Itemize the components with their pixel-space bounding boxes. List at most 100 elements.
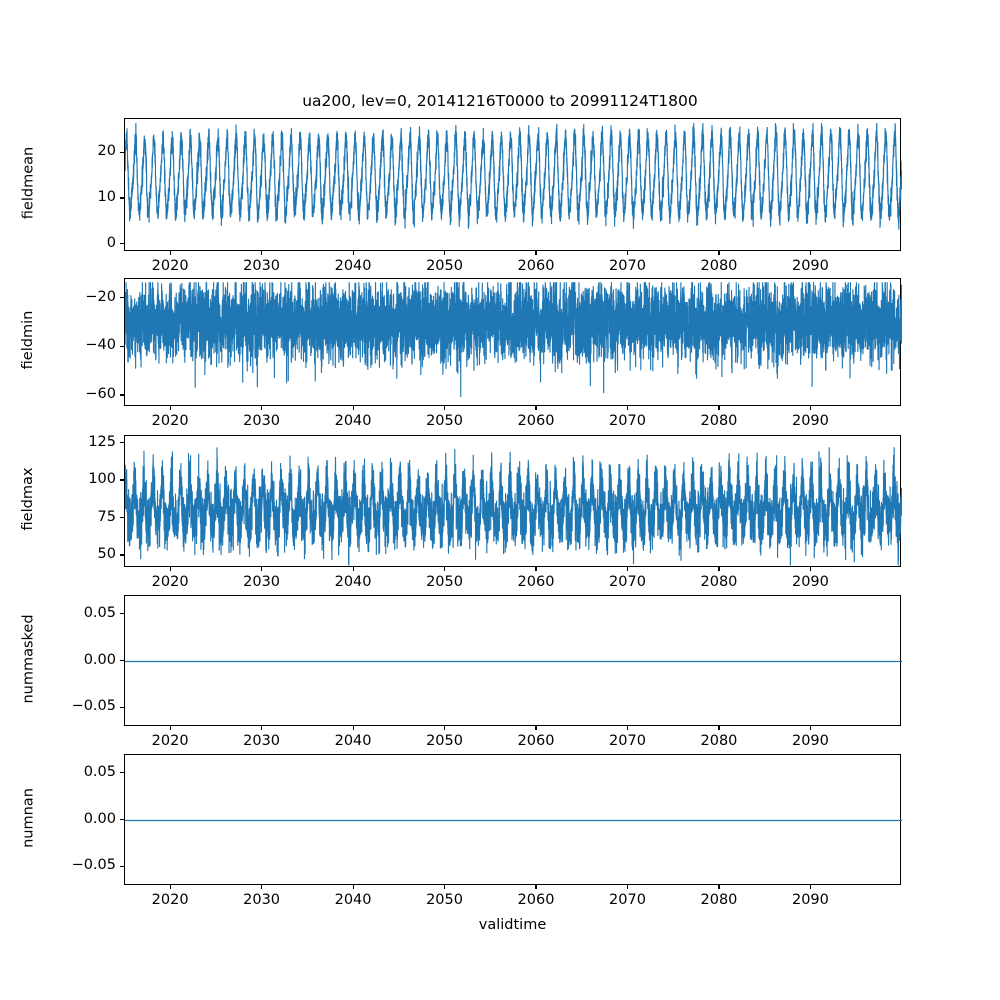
x-tick-label-fieldmin-1: 2030 — [243, 413, 281, 429]
y-tick-label-fieldmin-1: −40 — [85, 337, 116, 354]
x-tick-fieldmin-4 — [535, 406, 537, 410]
x-tick-fieldmin-6 — [718, 406, 720, 410]
x-tick-label-fieldmax-2: 2040 — [334, 574, 372, 590]
x-tick-label-numnan-7: 2090 — [791, 892, 829, 908]
x-tick-numnan-2 — [352, 885, 354, 889]
x-tick-label-fieldmax-1: 2030 — [243, 574, 281, 590]
y-tick-label-numnan-0: −0.05 — [71, 857, 116, 874]
y-tick-label-fieldmean-1: 10 — [97, 188, 116, 205]
series-line-fieldmin — [125, 279, 902, 407]
y-tick-numnan-1 — [120, 818, 124, 821]
x-tick-label-fieldmin-6: 2080 — [700, 413, 738, 429]
x-tick-fieldmean-1 — [261, 251, 263, 255]
x-tick-label-nummasked-4: 2060 — [517, 733, 555, 749]
y-tick-nummasked-0 — [120, 706, 124, 708]
x-tick-nummasked-1 — [261, 726, 263, 730]
figure-title: ua200, lev=0, 20141216T0000 to 20991124T… — [302, 92, 698, 110]
y-tick-nummasked-1 — [120, 659, 124, 662]
x-tick-label-numnan-3: 2050 — [426, 892, 463, 908]
y-tick-label-fieldmax-1: 75 — [97, 508, 116, 525]
x-tick-fieldmax-7 — [809, 567, 811, 571]
x-tick-label-fieldmean-6: 2080 — [700, 258, 738, 274]
x-tick-label-fieldmin-3: 2050 — [426, 413, 463, 429]
y-tick-label-fieldmin-0: −60 — [85, 386, 116, 403]
subplot-fieldmean — [124, 118, 902, 252]
y-tick-fieldmean-1 — [120, 197, 124, 199]
x-tick-label-nummasked-5: 2070 — [609, 733, 646, 749]
y-axis-label-numnan: numnan — [20, 787, 36, 848]
x-tick-label-fieldmean-7: 2090 — [791, 258, 829, 274]
subplot-fieldmin — [124, 278, 902, 407]
x-tick-label-fieldmean-1: 2030 — [243, 258, 281, 274]
x-tick-fieldmin-3 — [443, 406, 446, 410]
y-tick-nummasked-2 — [120, 613, 124, 615]
x-tick-numnan-0 — [169, 885, 171, 889]
x-tick-label-fieldmean-4: 2060 — [517, 258, 555, 274]
x-tick-label-fieldmax-0: 2020 — [151, 574, 189, 590]
x-tick-label-fieldmax-3: 2050 — [426, 574, 463, 590]
x-tick-numnan-4 — [535, 885, 537, 889]
x-tick-fieldmin-0 — [169, 406, 171, 410]
x-tick-label-fieldmin-7: 2090 — [791, 413, 829, 429]
x-tick-label-numnan-0: 2020 — [151, 892, 189, 908]
y-tick-label-fieldmean-2: 20 — [97, 143, 116, 160]
y-tick-fieldmin-1 — [120, 345, 124, 347]
x-tick-label-fieldmean-0: 2020 — [151, 258, 189, 274]
x-tick-label-numnan-5: 2070 — [609, 892, 646, 908]
x-tick-label-nummasked-0: 2020 — [151, 733, 189, 749]
x-tick-fieldmax-2 — [352, 567, 354, 571]
y-tick-fieldmax-1 — [120, 516, 124, 519]
x-tick-fieldmax-3 — [443, 567, 446, 571]
x-tick-nummasked-6 — [718, 726, 720, 730]
x-tick-label-nummasked-1: 2030 — [243, 733, 281, 749]
x-tick-fieldmin-1 — [261, 406, 263, 410]
y-tick-label-numnan-1: 0.00 — [83, 810, 116, 827]
x-tick-label-fieldmin-5: 2070 — [609, 413, 646, 429]
y-tick-fieldmean-0 — [120, 243, 124, 245]
x-tick-numnan-5 — [626, 885, 629, 889]
y-tick-label-fieldmax-0: 50 — [97, 546, 116, 562]
x-tick-nummasked-5 — [626, 726, 629, 730]
y-tick-fieldmean-2 — [120, 151, 124, 153]
x-tick-fieldmax-6 — [718, 567, 720, 571]
y-tick-label-nummasked-2: 0.05 — [83, 604, 116, 621]
x-tick-fieldmax-4 — [535, 567, 537, 571]
x-tick-fieldmean-3 — [443, 251, 446, 255]
subplot-numnan — [124, 754, 902, 886]
x-tick-label-fieldmax-7: 2090 — [791, 574, 829, 590]
x-tick-numnan-3 — [443, 885, 446, 889]
y-tick-label-fieldmax-2: 100 — [88, 471, 116, 487]
x-tick-fieldmin-2 — [352, 406, 354, 410]
x-tick-nummasked-2 — [352, 726, 354, 730]
x-tick-numnan-6 — [718, 885, 720, 889]
x-tick-fieldmin-7 — [809, 406, 811, 410]
series-line-numnan — [125, 755, 902, 886]
x-axis-label: validtime — [478, 917, 547, 933]
x-tick-label-numnan-6: 2080 — [700, 892, 738, 908]
x-tick-label-numnan-2: 2040 — [334, 892, 372, 908]
x-tick-fieldmean-0 — [169, 251, 171, 255]
y-tick-fieldmax-0 — [120, 554, 124, 556]
y-tick-label-fieldmax-3: 125 — [88, 433, 116, 450]
x-tick-numnan-7 — [809, 885, 811, 889]
subplot-fieldmax — [124, 435, 902, 568]
x-tick-fieldmean-5 — [626, 251, 629, 255]
x-tick-label-nummasked-2: 2040 — [334, 733, 372, 749]
x-tick-label-fieldmin-4: 2060 — [517, 413, 555, 429]
x-tick-label-nummasked-6: 2080 — [700, 733, 738, 749]
x-tick-label-fieldmean-5: 2070 — [609, 258, 646, 274]
x-tick-nummasked-0 — [169, 726, 171, 730]
y-tick-label-numnan-2: 0.05 — [83, 763, 116, 780]
y-tick-label-fieldmean-0: 0 — [106, 234, 116, 251]
x-tick-label-numnan-1: 2030 — [243, 892, 281, 908]
series-line-nummasked — [125, 596, 902, 727]
x-tick-nummasked-4 — [535, 726, 537, 730]
series-line-fieldmean — [125, 119, 902, 252]
x-tick-nummasked-3 — [443, 726, 446, 730]
x-tick-fieldmin-5 — [626, 406, 629, 410]
x-tick-label-fieldmean-2: 2040 — [334, 258, 372, 274]
x-tick-fieldmean-7 — [809, 251, 811, 255]
x-tick-fieldmean-6 — [718, 251, 720, 255]
y-tick-fieldmax-3 — [120, 441, 124, 444]
